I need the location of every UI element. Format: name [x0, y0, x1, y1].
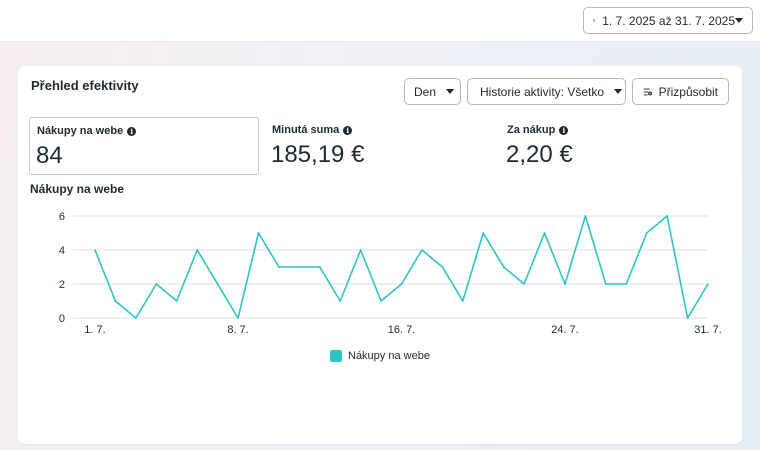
- customize-label: Přizpůsobit: [658, 84, 718, 99]
- metric-label-wrap: Minutá suma i: [272, 124, 353, 136]
- performance-overview-card: Přehled efektivity Den Historie aktivity…: [18, 66, 742, 444]
- data-point: [400, 283, 403, 285]
- data-point: [155, 283, 158, 285]
- date-range-picker[interactable]: 1. 7. 2025 až 31. 7. 2025: [583, 7, 753, 34]
- data-point: [339, 300, 342, 302]
- data-point: [645, 232, 648, 234]
- data-point: [482, 232, 485, 234]
- metric-value: 84: [36, 142, 63, 169]
- data-point: [564, 283, 566, 285]
- data-point: [543, 232, 546, 234]
- data-point: [666, 215, 669, 217]
- data-point: [237, 317, 239, 319]
- chevron-down-icon: [446, 89, 455, 94]
- x-tick-label: 31. 7.: [694, 324, 722, 336]
- x-tick-label: 1. 7.: [84, 324, 105, 336]
- data-point: [134, 317, 137, 319]
- date-range-label: 1. 7. 2025 až 31. 7. 2025: [602, 13, 735, 28]
- info-icon[interactable]: i: [559, 125, 569, 135]
- legend-swatch: [330, 350, 342, 362]
- granularity-label: Den: [414, 84, 437, 99]
- x-tick-label: 24. 7.: [551, 324, 579, 336]
- y-tick-label: 6: [59, 211, 65, 223]
- data-point: [502, 266, 505, 268]
- x-tick-label: 16. 7.: [388, 324, 416, 336]
- info-icon[interactable]: i: [127, 126, 137, 136]
- data-point: [175, 300, 178, 302]
- data-point: [94, 249, 96, 251]
- line-chart: 0 2 4 6 1. 7. 8. 7. 16. 7. 24. 7. 31. 7.: [59, 211, 722, 336]
- top-bar: 1. 7. 2025 až 31. 7. 2025: [0, 0, 760, 42]
- data-point: [686, 317, 689, 319]
- customize-sliders-icon: [643, 88, 652, 95]
- data-point: [278, 266, 280, 268]
- metric-label: Za nákup: [507, 124, 556, 136]
- data-point: [625, 283, 628, 285]
- metric-value: 2,20 €: [506, 141, 573, 168]
- card-title: Přehled efektivity: [31, 78, 139, 93]
- calendar-icon: [593, 19, 596, 22]
- y-tick-label: 0: [59, 313, 65, 325]
- metric-label-wrap: Nákupy na webe i: [37, 125, 137, 137]
- metric-amount-spent[interactable]: Minutá suma i 185,19 €: [265, 117, 485, 175]
- y-tick-label: 2: [59, 279, 65, 291]
- data-point: [257, 232, 260, 234]
- metric-label: Minutá suma: [272, 124, 340, 136]
- granularity-dropdown[interactable]: Den: [404, 78, 461, 105]
- data-point: [216, 283, 219, 285]
- data-point: [380, 300, 382, 302]
- chevron-down-icon: [735, 18, 743, 23]
- metric-value: 185,19 €: [271, 141, 365, 168]
- data-point: [604, 283, 607, 285]
- info-icon[interactable]: i: [343, 125, 353, 135]
- legend-label: Nákupy na webe: [348, 350, 430, 362]
- data-point: [114, 300, 117, 302]
- customize-button[interactable]: Přizpůsobit: [632, 78, 729, 105]
- data-point: [421, 249, 423, 251]
- data-point: [318, 266, 321, 268]
- chevron-down-icon: [614, 89, 623, 94]
- series-line: [94, 215, 709, 319]
- activity-history-label: Historie aktivity: Všetko: [480, 84, 605, 99]
- x-tick-label: 8. 7.: [227, 324, 248, 336]
- data-point: [707, 283, 709, 285]
- data-point: [461, 300, 464, 302]
- chart-legend[interactable]: Nákupy na webe: [330, 350, 430, 362]
- data-point: [441, 266, 444, 268]
- data-point: [298, 266, 301, 268]
- metric-cost-per-purchase[interactable]: Za nákup i 2,20 €: [500, 117, 720, 175]
- data-point: [523, 283, 525, 285]
- metric-label: Nákupy na webe: [37, 125, 124, 137]
- metric-website-purchases[interactable]: Nákupy na webe i 84: [29, 117, 259, 175]
- chart-title: Nákupy na webe: [30, 182, 125, 196]
- data-point: [196, 249, 199, 251]
- activity-history-dropdown[interactable]: Historie aktivity: Všetko: [467, 78, 626, 105]
- y-tick-label: 4: [59, 245, 65, 257]
- metric-label-wrap: Za nákup i: [507, 124, 569, 136]
- data-point: [584, 215, 587, 217]
- data-point: [359, 249, 362, 251]
